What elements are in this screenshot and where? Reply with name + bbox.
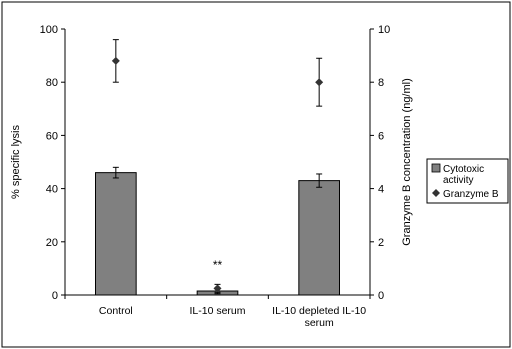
left-axis-tick-label: 100 [40, 24, 58, 36]
right-axis-tick-label: 0 [378, 290, 384, 302]
right-axis-tick-label: 10 [378, 24, 390, 36]
legend: Cytotoxic activity Granzyme B [426, 158, 509, 204]
legend-swatch-cytotoxic [431, 163, 441, 173]
legend-label-cytotoxic-line1: Cytotoxic [443, 164, 484, 175]
left-axis-tick-label: 0 [52, 290, 58, 302]
left-axis-tick-label: 60 [46, 130, 58, 142]
bar [95, 172, 137, 296]
right-axis-tick-label: 6 [378, 130, 384, 142]
left-axis-tick-label: 80 [46, 77, 58, 89]
left-axis: 0 20 40 60 80 100 [40, 24, 66, 302]
right-axis-tick-label: 8 [378, 77, 384, 89]
left-axis-title: % specific lysis [10, 125, 22, 199]
legend-diamond-granzyme [432, 189, 440, 197]
right-axis-title: Granzyme B concentration (ng/ml) [401, 78, 413, 246]
x-tick-label: Control [99, 305, 133, 317]
x-tick-label: IL-10 depleted IL-10 [272, 305, 366, 317]
x-tick-label: IL-10 serum [189, 305, 245, 317]
granzyme-marker [213, 284, 222, 293]
right-axis: 0 2 4 6 8 10 [369, 24, 390, 302]
legend-label-granzyme: Granzyme B [443, 189, 499, 200]
bars-group [95, 166, 341, 296]
annotations-group: ** [213, 258, 223, 272]
right-axis-tick-label: 4 [378, 184, 384, 196]
x-tick-label: serum [305, 317, 334, 329]
significance-annotation: ** [213, 258, 223, 272]
left-axis-tick-label: 40 [46, 184, 58, 196]
legend-label-cytotoxic-line2: activity [443, 175, 474, 186]
granzyme-marker [111, 56, 120, 65]
bar [298, 180, 341, 296]
right-axis-tick-label: 2 [378, 237, 384, 249]
markers-group [111, 39, 324, 293]
left-axis-tick-label: 20 [46, 237, 58, 249]
granzyme-marker [315, 78, 324, 87]
legend-box [426, 158, 509, 204]
